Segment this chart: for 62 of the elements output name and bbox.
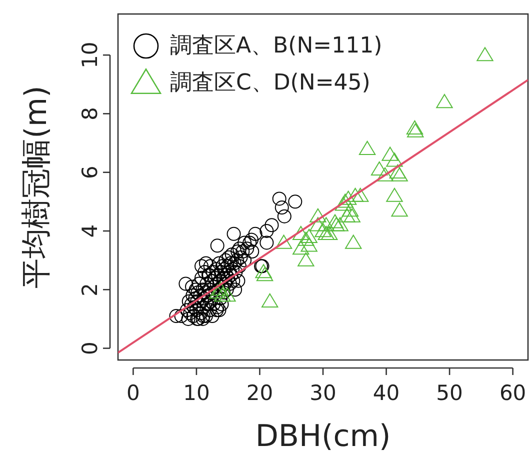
x-tick-label: 10 [183, 381, 210, 405]
point [255, 264, 272, 278]
point [219, 288, 236, 302]
point [318, 226, 335, 240]
point [262, 293, 278, 308]
point [275, 234, 292, 249]
point [407, 123, 424, 138]
y-tick-label: 0 [78, 342, 102, 355]
point [342, 202, 359, 217]
point [336, 194, 354, 208]
point [334, 196, 352, 211]
y-axis-title: 平均樹冠幅(m) [19, 86, 54, 288]
x-tick-label: 50 [436, 381, 463, 405]
point [214, 288, 231, 302]
point [358, 140, 376, 155]
point [320, 226, 338, 240]
x-tick-label: 30 [310, 381, 336, 405]
legend-label: 調査区C、D(N=45) [170, 70, 370, 96]
x-tick-label: 0 [126, 381, 140, 405]
point [338, 208, 356, 222]
x-tick-label: 20 [246, 381, 274, 405]
point [370, 161, 388, 176]
point [292, 226, 310, 240]
point [344, 208, 360, 222]
point [345, 234, 362, 249]
y-tick-label: 2 [78, 282, 102, 296]
point [386, 152, 403, 167]
point [208, 284, 226, 299]
point [310, 208, 326, 222]
point [391, 167, 408, 182]
point [346, 188, 364, 202]
point [300, 228, 318, 243]
point [340, 190, 357, 205]
point [310, 217, 326, 232]
point [436, 94, 453, 108]
x-axis-title: DBH(cm) [255, 419, 391, 451]
point [212, 282, 229, 296]
y-tick-label: 4 [78, 224, 102, 238]
x-tick-label: 40 [372, 381, 400, 405]
point [382, 146, 398, 161]
point [328, 217, 345, 232]
point [386, 188, 403, 202]
point [352, 188, 369, 202]
point [391, 202, 408, 217]
point [332, 217, 348, 232]
point [298, 252, 314, 266]
point [298, 232, 314, 246]
y-tick-label: 8 [78, 107, 102, 120]
legend-label: 調査区A、B(N=111) [170, 34, 382, 58]
y-tick-label: 6 [78, 166, 102, 180]
y-tick-label: 10 [78, 42, 102, 68]
point [389, 164, 406, 178]
point [314, 223, 332, 238]
point [318, 217, 335, 232]
x-tick-label: 60 [499, 381, 526, 405]
point [376, 167, 394, 182]
point [476, 47, 494, 62]
point [292, 240, 310, 255]
point [326, 214, 344, 228]
point [300, 238, 318, 252]
point [406, 120, 424, 134]
point [256, 266, 274, 282]
